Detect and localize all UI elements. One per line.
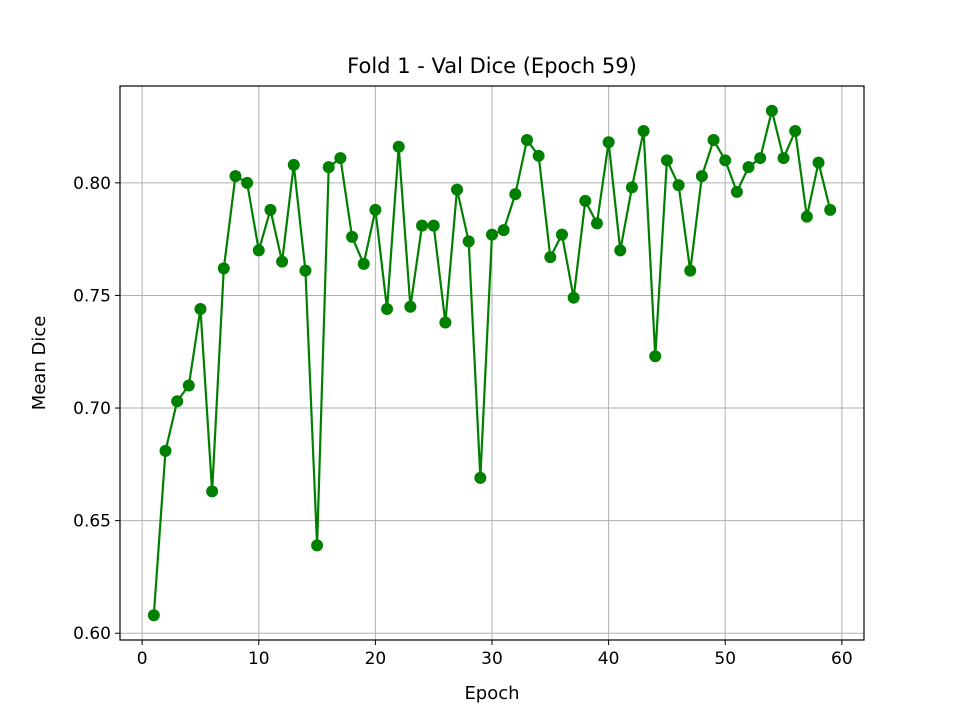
data-point <box>555 228 568 241</box>
data-point <box>287 158 300 171</box>
data-point <box>252 244 265 257</box>
data-point <box>241 176 254 189</box>
tick-layer: 0 10 20 30 40 50 60 0.60 0.65 0.70 0.75 0.80 <box>73 174 853 669</box>
data-point <box>649 350 662 363</box>
data-point <box>660 154 673 167</box>
data-point <box>707 134 720 147</box>
x-axis-label: Epoch <box>464 683 519 704</box>
data-point <box>369 203 382 216</box>
data-point <box>824 203 837 216</box>
data-point <box>439 316 452 329</box>
data-point <box>217 262 230 275</box>
data-point <box>800 210 813 223</box>
data-point <box>789 125 802 138</box>
data-point <box>590 217 603 230</box>
x-tick-label: 30 <box>481 649 503 669</box>
x-tick-label: 20 <box>365 649 387 669</box>
data-point <box>625 181 638 194</box>
data-point <box>579 194 592 207</box>
data-point <box>159 444 172 457</box>
data-point <box>462 235 475 248</box>
data-point <box>765 104 778 117</box>
data-point <box>497 224 510 237</box>
data-point <box>357 257 370 270</box>
data-point <box>567 291 580 304</box>
data-point <box>171 395 184 408</box>
data-point <box>730 185 743 198</box>
data-point <box>742 161 755 174</box>
data-point <box>229 170 242 183</box>
data-point <box>754 152 767 165</box>
data-point <box>404 300 417 313</box>
data-point <box>206 485 219 498</box>
data-point <box>602 136 615 149</box>
y-tick-label: 0.60 <box>73 624 111 644</box>
y-axis-label: Mean Dice <box>29 316 50 411</box>
data-point <box>672 179 685 192</box>
data-point <box>299 264 312 277</box>
data-point <box>719 154 732 167</box>
data-point <box>311 539 324 552</box>
grid-layer <box>120 86 864 640</box>
data-point <box>614 244 627 257</box>
data-point <box>194 302 207 315</box>
data-point <box>474 471 487 484</box>
data-point <box>486 228 498 241</box>
x-tick-label: 40 <box>598 649 620 669</box>
data-point <box>684 264 697 277</box>
series-layer <box>147 104 837 622</box>
data-point <box>346 230 359 243</box>
x-tick-label: 50 <box>714 649 736 669</box>
data-point <box>637 125 650 138</box>
x-tick-label: 10 <box>248 649 270 669</box>
data-point <box>532 149 545 162</box>
data-point <box>264 203 277 216</box>
y-tick-label: 0.75 <box>73 286 111 306</box>
y-tick-label: 0.70 <box>73 399 111 419</box>
data-point <box>147 609 160 622</box>
chart-title: Fold 1 - Val Dice (Epoch 59) <box>347 54 637 78</box>
data-point <box>777 152 790 165</box>
data-point <box>334 152 347 165</box>
data-point <box>182 379 195 392</box>
data-point <box>322 161 335 174</box>
y-tick-label: 0.80 <box>73 174 111 194</box>
data-point <box>276 255 289 268</box>
y-tick-label: 0.65 <box>73 512 111 532</box>
data-point <box>381 302 394 315</box>
data-point <box>544 251 557 264</box>
data-point <box>812 156 825 169</box>
data-point <box>509 188 522 201</box>
data-point <box>427 219 440 232</box>
x-tick-label: 60 <box>831 649 853 669</box>
data-point <box>520 134 533 147</box>
data-point <box>392 140 405 153</box>
data-point <box>695 170 708 183</box>
data-point <box>416 219 429 232</box>
x-tick-label: 0 <box>137 649 148 669</box>
data-point <box>451 183 464 196</box>
